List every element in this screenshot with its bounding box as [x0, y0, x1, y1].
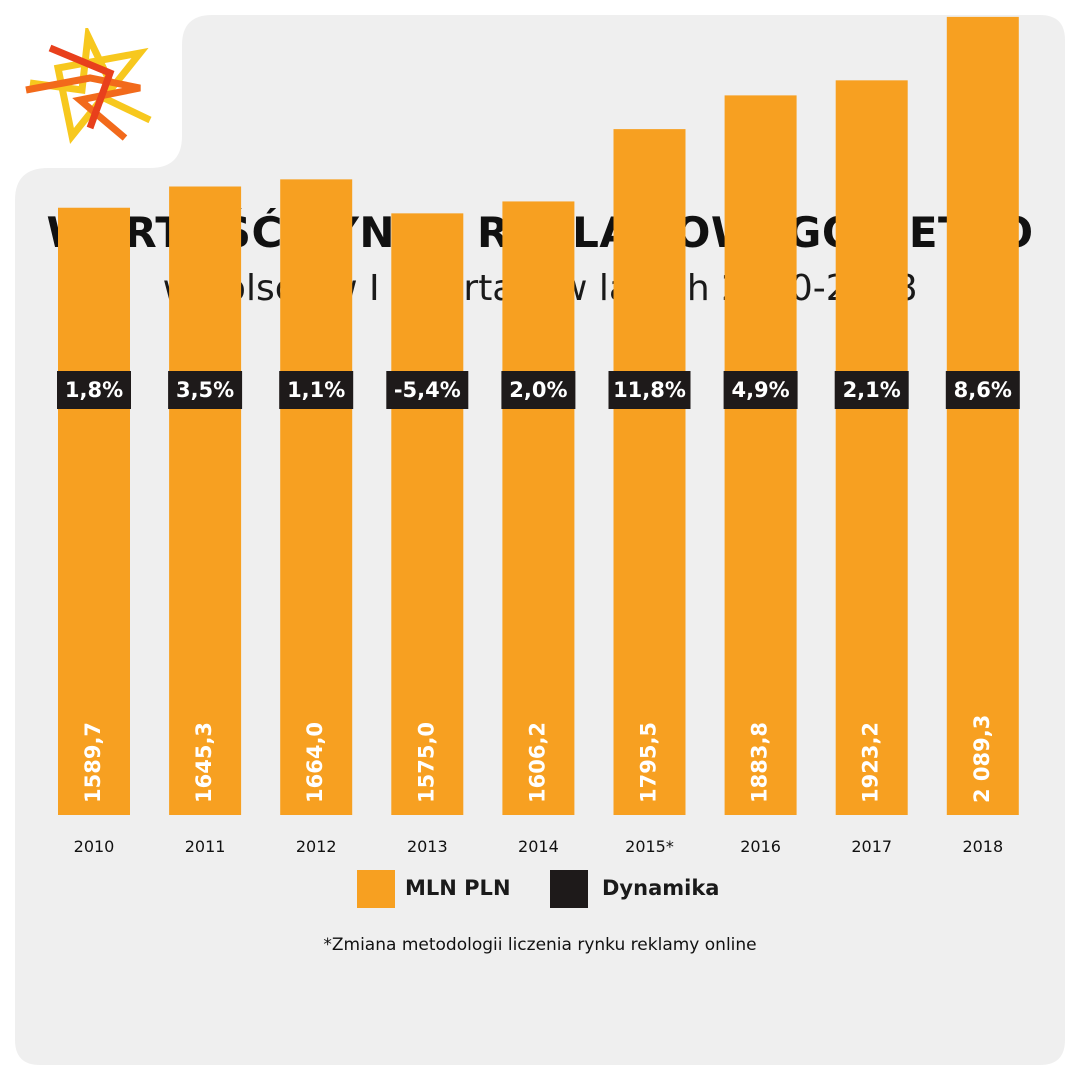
dynamics-badge — [501, 371, 576, 409]
x-tick-label: 2018 — [962, 837, 1003, 856]
legend-label-bars: MLN PLN — [405, 876, 511, 900]
legend-swatch-bars — [357, 870, 395, 908]
bar-value-label: 1645,3 — [192, 722, 216, 803]
dynamics-label: 1,1% — [287, 378, 345, 402]
x-tick-label: 2017 — [851, 837, 892, 856]
footnote: *Zmiana metodologii liczenia rynku rekla… — [323, 935, 757, 955]
legend: MLN PLN Dynamika — [0, 870, 1080, 910]
dynamics-label: 11,8% — [613, 378, 686, 402]
bar-2010 — [58, 207, 130, 815]
dynamics-badge — [57, 371, 131, 409]
bar-2015 — [613, 129, 686, 815]
dynamics-badge — [723, 371, 798, 409]
bar-2014 — [502, 201, 575, 816]
x-tick-label: 2015* — [625, 837, 674, 856]
dynamics-badge — [945, 371, 1020, 409]
dynamics-label: -5,4% — [394, 378, 461, 402]
x-tick-label: 2010 — [74, 837, 115, 856]
dynamics-badge — [834, 371, 909, 409]
dynamics-label: 8,6% — [954, 378, 1012, 402]
bar-value-label: 1923,2 — [859, 722, 883, 803]
bar-2011 — [169, 186, 242, 815]
bar-value-label: 1606,2 — [525, 722, 549, 803]
x-tick-label: 2016 — [740, 837, 781, 856]
logo-stroke-red — [48, 44, 115, 130]
bar-value-label: 1883,8 — [748, 722, 772, 803]
dynamics-badge — [279, 371, 354, 409]
logo-star-icon — [25, 28, 152, 145]
legend-swatch-dynamics — [550, 870, 588, 908]
dynamics-badge — [168, 371, 243, 409]
dynamics-label: 2,0% — [509, 378, 567, 402]
x-tick-label: 2013 — [407, 837, 448, 856]
legend-label-dynamics: Dynamika — [602, 876, 720, 900]
dynamics-badge — [386, 371, 469, 409]
x-tick-label: 2011 — [185, 837, 226, 856]
dynamics-label: 2,1% — [843, 378, 901, 402]
dynamics-label: 1,8% — [65, 378, 123, 402]
bar-value-label: 2 089,3 — [970, 715, 994, 803]
x-tick-label: 2014 — [518, 837, 559, 856]
bar-value-label: 1795,5 — [637, 722, 661, 803]
bar-2016 — [724, 95, 797, 815]
bar-2017 — [835, 80, 908, 816]
bar-2018 — [946, 16, 1019, 816]
dynamics-label: 3,5% — [176, 378, 234, 402]
bar-value-label: 1664,0 — [303, 722, 327, 803]
bar-2013 — [391, 213, 464, 816]
x-tick-label: 2012 — [296, 837, 337, 856]
dynamics-label: 4,9% — [731, 378, 789, 402]
dynamics-badge — [608, 371, 691, 409]
bar-2012 — [280, 179, 353, 816]
bar-value-label: 1575,0 — [414, 722, 438, 803]
bar-value-label: 1589,7 — [81, 722, 105, 803]
